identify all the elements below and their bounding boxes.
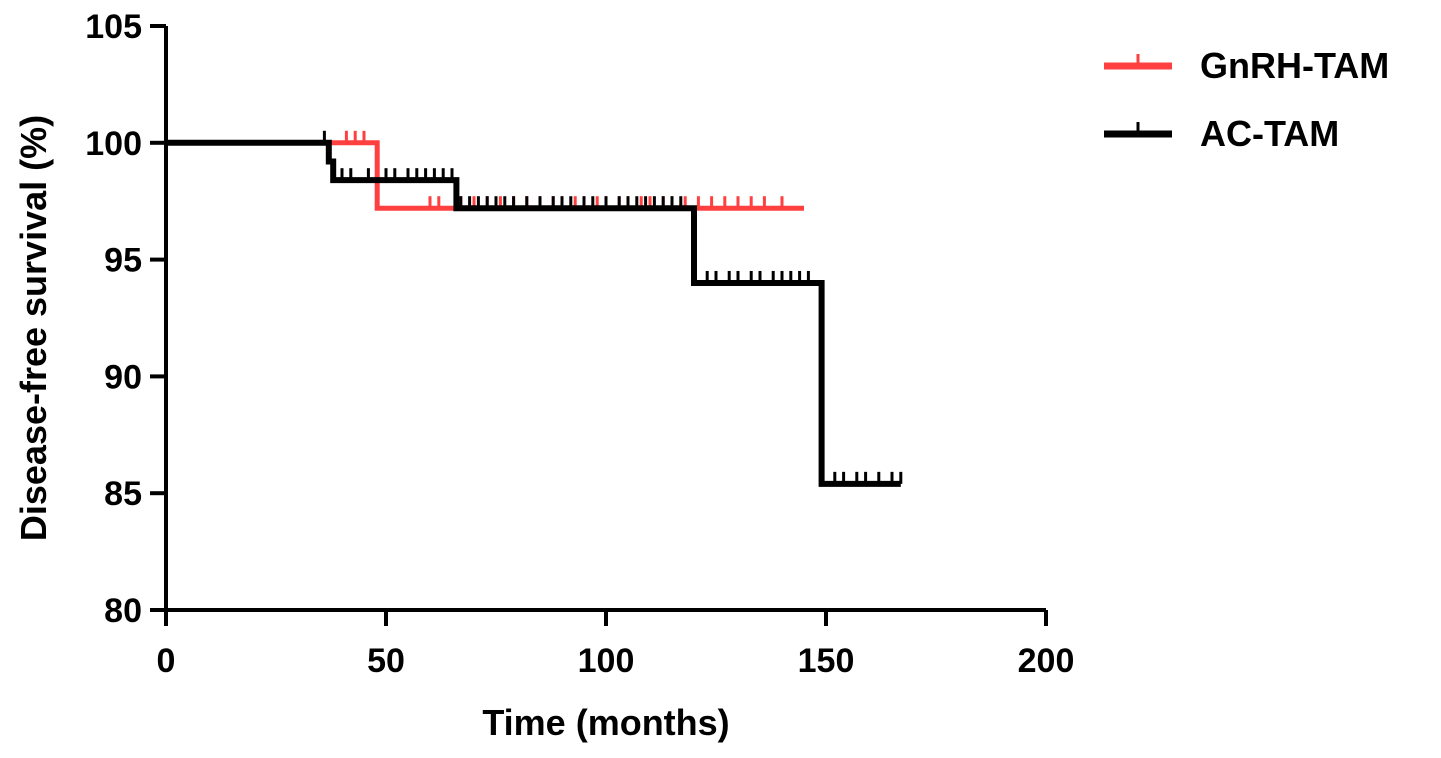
y-tick-label: 85 xyxy=(104,475,142,513)
y-tick-label: 105 xyxy=(85,8,142,46)
y-tick-label: 90 xyxy=(104,358,142,396)
survival-curve-gnrh-tam xyxy=(166,140,804,211)
x-tick-label: 0 xyxy=(157,642,176,680)
y-tick-label: 100 xyxy=(85,125,142,163)
x-tick-label: 150 xyxy=(798,642,855,680)
x-axis-title: Time (months) xyxy=(482,702,729,743)
y-ticks: 80 85 90 95 100 105 xyxy=(85,8,166,630)
x-ticks: 0 50 100 150 200 xyxy=(157,610,1075,680)
legend: GnRH-TAM AC-TAM xyxy=(1104,45,1389,154)
x-tick-label: 200 xyxy=(1018,642,1075,680)
series xyxy=(166,130,903,487)
axes xyxy=(164,26,1046,612)
y-tick-label: 80 xyxy=(104,592,142,630)
x-tick-label: 50 xyxy=(367,642,405,680)
legend-label-ac-tam: AC-TAM xyxy=(1200,113,1339,154)
legend-label-gnrh-tam: GnRH-TAM xyxy=(1200,45,1389,86)
legend-item-ac-tam: AC-TAM xyxy=(1104,113,1339,154)
legend-item-gnrh-tam: GnRH-TAM xyxy=(1104,45,1389,86)
survival-curve-ac-tam xyxy=(166,139,901,487)
y-tick-label: 95 xyxy=(104,242,142,280)
series-ac-tam xyxy=(166,130,903,487)
x-tick-label: 100 xyxy=(578,642,635,680)
y-axis-title: Disease-free survival (%) xyxy=(13,115,54,541)
